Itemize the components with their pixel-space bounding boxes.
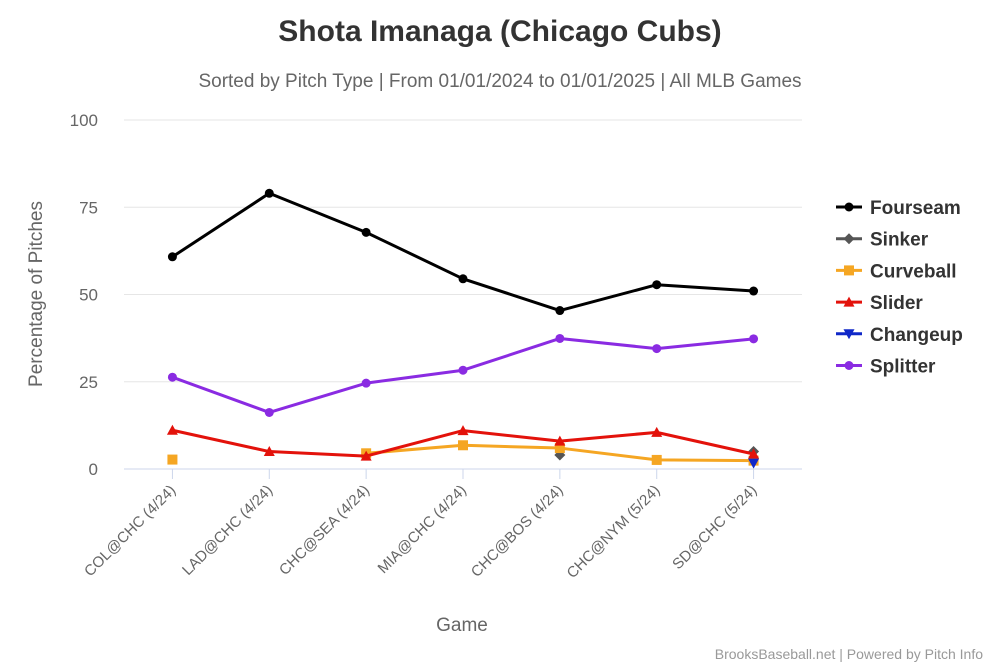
y-axis-title: Percentage of Pitches xyxy=(26,201,47,387)
curveball-point[interactable] xyxy=(554,443,565,454)
series-fourseam xyxy=(167,188,759,316)
series-splitter xyxy=(167,333,759,417)
legend-item-curveball[interactable]: Curveball xyxy=(836,261,957,282)
y-tick-label: 75 xyxy=(79,198,98,217)
legend-label: Changeup xyxy=(870,325,963,346)
fourseam-point[interactable] xyxy=(167,252,177,262)
series-slider xyxy=(166,424,760,461)
slider-point[interactable] xyxy=(457,425,469,436)
x-axis-title: Game xyxy=(436,615,488,636)
x-tick-label: LAD@CHC (4/24) xyxy=(179,482,276,579)
slider-point[interactable] xyxy=(166,424,178,435)
y-axis-ticks: 0 25 50 75 100 xyxy=(70,111,98,479)
x-tick-label: CHC@NYM (5/24) xyxy=(564,482,664,582)
legend-swatch-marker xyxy=(843,296,855,307)
slider-point[interactable] xyxy=(263,446,275,457)
legend-item-fourseam[interactable]: Fourseam xyxy=(836,198,961,219)
credits[interactable]: BrooksBaseball.net | Powered by Pitch In… xyxy=(715,646,983,662)
fourseam-point[interactable] xyxy=(749,286,759,296)
slider-point[interactable] xyxy=(554,435,566,446)
y-tick-label: 100 xyxy=(70,111,98,130)
legend-item-slider[interactable]: Slider xyxy=(836,293,923,314)
curveball-point[interactable] xyxy=(651,454,662,465)
fourseam-point[interactable] xyxy=(458,274,468,284)
series-changeup xyxy=(748,458,760,469)
legend-item-changeup[interactable]: Changeup xyxy=(836,325,963,346)
legend-label: Slider xyxy=(870,293,923,314)
legend: Fourseam Sinker Curveball Slider Changeup Spl… xyxy=(836,198,963,378)
curveball-point[interactable] xyxy=(458,440,468,451)
series-curveball xyxy=(167,440,759,466)
chart-title: Shota Imanaga (Chicago Cubs) xyxy=(278,15,721,48)
changeup-point[interactable] xyxy=(748,458,760,469)
curveball-point[interactable] xyxy=(167,454,178,465)
splitter-point[interactable] xyxy=(167,372,177,382)
y-tick-label: 50 xyxy=(79,286,98,305)
legend-item-sinker[interactable]: Sinker xyxy=(836,230,929,251)
x-axis-ticks: COL@CHC (4/24) LAD@CHC (4/24) CHC@SEA (4/2… xyxy=(81,469,760,582)
legend-swatch-marker xyxy=(844,202,854,212)
y-tick-label: 0 xyxy=(89,460,98,479)
splitter-point[interactable] xyxy=(361,378,371,388)
x-tick-label: CHC@BOS (4/24) xyxy=(468,482,567,581)
slider-point[interactable] xyxy=(651,426,663,437)
legend-label: Curveball xyxy=(870,261,957,282)
chart-subtitle: Sorted by Pitch Type | From 01/01/2024 t… xyxy=(198,71,801,92)
splitter-point[interactable] xyxy=(652,344,662,354)
legend-swatch-marker xyxy=(844,265,854,276)
x-tick-label: SD@CHC (5/24) xyxy=(669,482,760,573)
fourseam-point[interactable] xyxy=(264,188,274,198)
fourseam-point[interactable] xyxy=(652,280,662,290)
legend-item-splitter[interactable]: Splitter xyxy=(836,357,936,378)
legend-swatch-marker xyxy=(843,329,855,340)
slider-point[interactable] xyxy=(748,448,760,459)
splitter-point[interactable] xyxy=(555,333,565,343)
splitter-point[interactable] xyxy=(458,365,468,375)
fourseam-point[interactable] xyxy=(555,306,565,316)
series-group xyxy=(166,188,760,469)
splitter-line xyxy=(170,336,756,414)
legend-label: Sinker xyxy=(870,230,929,251)
splitter-point[interactable] xyxy=(749,334,759,344)
legend-label: Fourseam xyxy=(870,198,961,219)
fourseam-line xyxy=(170,191,756,313)
x-tick-label: COL@CHC (4/24) xyxy=(81,482,179,580)
fourseam-point[interactable] xyxy=(361,227,371,237)
splitter-point[interactable] xyxy=(264,407,274,417)
x-tick-label: MIA@CHC (4/24) xyxy=(375,482,470,577)
legend-swatch-marker xyxy=(843,233,855,245)
legend-label: Splitter xyxy=(870,357,936,378)
legend-swatch-marker xyxy=(844,361,854,370)
x-tick-label: CHC@SEA (4/24) xyxy=(276,482,373,579)
y-tick-label: 25 xyxy=(79,373,98,392)
slider-point[interactable] xyxy=(360,450,372,461)
gridlines xyxy=(124,119,802,383)
